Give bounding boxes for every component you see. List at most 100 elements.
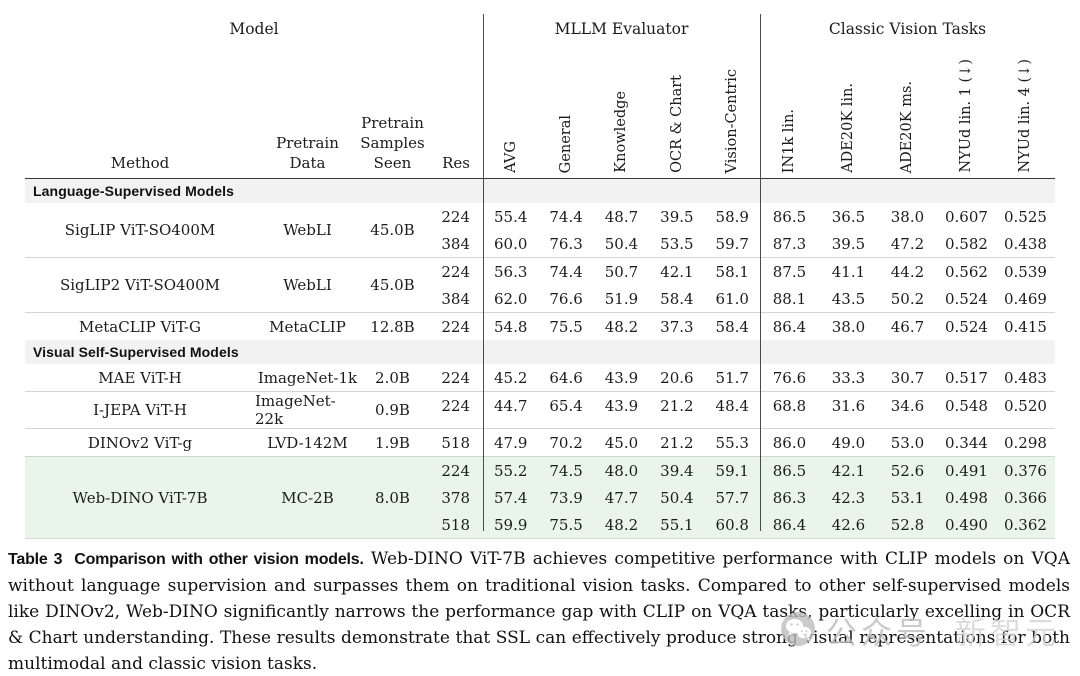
samples-seen-cell: 1.9B (375, 433, 410, 452)
value-cell: 0.366 (1003, 488, 1047, 507)
res-cell: 224 (441, 262, 470, 281)
subrow-column: 224 55.2 74.5 48.0 39.4 59.1 86.5 42.1 52.6 0.491… (425, 457, 1055, 538)
value-cell: 65.4 (549, 396, 583, 415)
value-cell: 0.524 (944, 317, 988, 336)
value-cell: 48.7 (604, 207, 639, 226)
value-cell: 55.4 (493, 207, 528, 226)
value-cell: 59.1 (715, 461, 749, 480)
model-row-group: SigLIP ViT-SO400M WebLI 45.0B 224 55.4 74.4 48… (25, 203, 1055, 257)
value-cell: 33.3 (831, 368, 866, 387)
table-row: 384 60.0 76.3 50.4 53.5 59.7 87.3 39.5 47.2 0.582… (425, 230, 1055, 257)
column-header-mllm-3: OCR & Chart (668, 75, 685, 173)
value-cell: 37.3 (660, 317, 694, 336)
value-cell: 53.0 (890, 433, 925, 452)
value-cell: 20.6 (660, 368, 694, 387)
value-cell: 39.5 (660, 207, 694, 226)
value-cell: 76.3 (549, 234, 583, 253)
value-cell: 0.520 (1003, 396, 1047, 415)
column-header-classic-1: ADE20K lin. (840, 83, 857, 173)
method-cell: SigLIP2 ViT-SO400M (59, 276, 221, 294)
column-header-pretrain-data: Pretrain Data (276, 134, 339, 172)
column-group-model: Model (229, 20, 279, 38)
column-group-classic-vision-tasks: Classic Vision Tasks (828, 20, 987, 38)
value-cell: 52.6 (890, 461, 925, 480)
column-header-classic-2: ADE20K ms. (899, 80, 916, 173)
pretrain-data-cell: ImageNet-1k (257, 368, 358, 387)
value-cell: 42.1 (660, 262, 694, 281)
pretrain-data-cell: WebLI (283, 221, 332, 239)
value-cell: 87.5 (772, 262, 807, 281)
samples-seen-cell: 8.0B (375, 488, 410, 507)
table-row: 224 44.7 65.4 43.9 21.2 48.4 68.8 31.6 34.6 0.548… (425, 392, 1055, 419)
samples-seen-cell: 12.8B (370, 317, 415, 336)
value-cell: 58.9 (715, 207, 749, 226)
value-cell: 75.5 (549, 515, 583, 534)
table-row: 378 57.4 73.9 47.7 50.4 57.7 86.3 42.3 53.1 0.498… (425, 484, 1055, 511)
method-cell: MAE ViT-H (98, 368, 182, 387)
value-cell: 56.3 (493, 262, 528, 281)
value-cell: 57.4 (493, 488, 528, 507)
value-cell: 0.582 (944, 234, 988, 253)
value-cell: 49.0 (831, 433, 866, 452)
section-header-label: Language-Supervised Models (33, 183, 234, 199)
value-cell: 68.8 (772, 396, 807, 415)
model-row-group: SigLIP2 ViT-SO400M WebLI 45.0B 224 56.3 74.4 5… (25, 257, 1055, 312)
value-cell: 53.5 (660, 234, 694, 253)
model-row-group: MetaCLIP ViT-G MetaCLIP 12.8B 224 54.8 75.5 48… (25, 312, 1055, 340)
table-row: 518 47.9 70.2 45.0 21.2 55.3 86.0 49.0 53.0 0.344… (425, 429, 1055, 456)
res-cell: 224 (441, 461, 470, 480)
value-cell: 31.6 (831, 396, 866, 415)
value-cell: 50.7 (604, 262, 639, 281)
value-cell: 0.298 (1003, 433, 1047, 452)
pretrain-data-cell: MC-2B (281, 488, 334, 507)
res-cell: 224 (441, 207, 470, 226)
table-row: 224 56.3 74.4 50.7 42.1 58.1 87.5 41.1 44.2 0.562… (425, 258, 1055, 285)
res-cell: 518 (441, 433, 470, 452)
value-cell: 0.415 (1003, 317, 1047, 336)
value-cell: 74.4 (549, 262, 583, 281)
model-row-group: DINOv2 ViT-g LVD-142M 1.9B 518 47.9 70.2 45.0 2… (25, 428, 1055, 456)
res-cell: 384 (441, 289, 470, 308)
table-header: Model MLLM Evaluator Classic Vision Task… (25, 10, 1055, 179)
samples-seen-cell: 45.0B (370, 221, 415, 239)
value-cell: 50.4 (604, 234, 639, 253)
value-cell: 0.483 (1003, 368, 1047, 387)
value-cell: 86.5 (772, 207, 807, 226)
results-table: Model MLLM Evaluator Classic Vision Task… (25, 10, 1055, 539)
value-cell: 45.2 (493, 368, 528, 387)
table-body: Language-Supervised Models SigLIP ViT-SO4… (25, 179, 1055, 539)
res-cell: 224 (441, 368, 470, 387)
value-cell: 21.2 (660, 433, 694, 452)
value-cell: 48.4 (715, 396, 749, 415)
value-cell: 86.4 (772, 515, 807, 534)
model-row-group: MAE ViT-H ImageNet-1k 2.0B 224 45.2 64.6 43.9 2… (25, 364, 1055, 391)
value-cell: 21.2 (660, 396, 694, 415)
model-row-group: I-JEPA ViT-H ImageNet-22k 0.9B 224 44.7 65.4 4… (25, 391, 1055, 428)
value-cell: 47.9 (493, 433, 528, 452)
value-cell: 0.376 (1003, 461, 1047, 480)
value-cell: 44.7 (493, 396, 528, 415)
value-cell: 58.4 (660, 289, 694, 308)
value-cell: 0.548 (944, 396, 988, 415)
value-cell: 43.9 (604, 396, 639, 415)
value-cell: 48.2 (604, 515, 639, 534)
value-cell: 51.7 (715, 368, 749, 387)
value-cell: 42.6 (831, 515, 866, 534)
value-cell: 50.4 (660, 488, 694, 507)
res-cell: 224 (441, 317, 470, 336)
value-cell: 38.0 (890, 207, 925, 226)
res-cell: 518 (441, 515, 470, 534)
samples-seen-cell: 2.0B (375, 368, 410, 387)
subrow-column: 224 54.8 75.5 48.2 37.3 58.4 86.4 38.0 46.7 0.524… (425, 313, 1055, 340)
subrow-column: 224 45.2 64.6 43.9 20.6 51.7 76.6 33.3 30.7 0.517… (425, 364, 1055, 391)
res-cell: 224 (441, 396, 470, 415)
value-cell: 39.5 (831, 234, 866, 253)
value-cell: 0.539 (1003, 262, 1047, 281)
column-header-classic-0: IN1k lin. (781, 108, 798, 173)
section-header-label: Visual Self-Supervised Models (33, 344, 239, 360)
value-cell: 47.7 (604, 488, 639, 507)
value-cell: 59.7 (715, 234, 749, 253)
table-row: 518 59.9 75.5 48.2 55.1 60.8 86.4 42.6 52.8 0.490… (425, 511, 1055, 538)
value-cell: 0.344 (944, 433, 988, 452)
